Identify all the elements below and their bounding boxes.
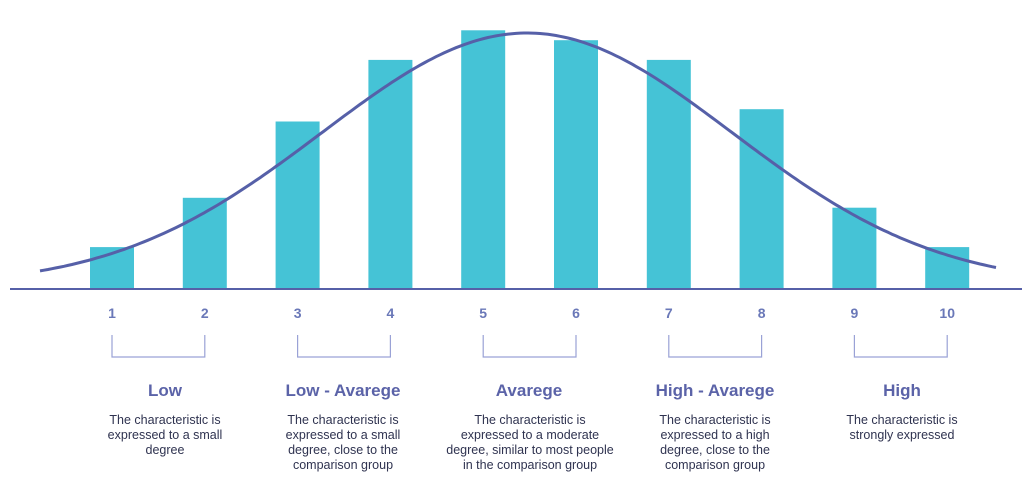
group-brackets [111, 335, 948, 358]
tick-label-2: 2 [201, 305, 209, 321]
group-high-average: High - Avarege The characteristic is exp… [630, 381, 800, 473]
tick-label-5: 5 [479, 305, 487, 321]
group-title-high: High [883, 381, 921, 400]
group-high: High The characteristic is strongly expr… [817, 381, 987, 443]
group-low: Low The characteristic is expressed to a… [80, 381, 250, 458]
group-description-low: The characteristic is expressed to a sma… [107, 413, 223, 457]
tick-labels: 1 2 3 4 5 6 7 8 9 10 [108, 305, 955, 321]
group-title-high-average: High - Avarege [655, 381, 775, 400]
group-low-average: Low - Avarege The characteristic is expr… [258, 381, 428, 473]
bar-7 [646, 59, 691, 290]
tick-label-9: 9 [851, 305, 859, 321]
group-title-low-average: Low - Avarege [285, 381, 401, 400]
tick-label-10: 10 [939, 305, 955, 321]
tick-label-7: 7 [665, 305, 673, 321]
bar-10 [925, 247, 970, 289]
group-description-average: The characteristic is expressed to a mod… [446, 413, 614, 472]
group-description-high: The characteristic is strongly expressed [846, 413, 958, 442]
bracket-1 [111, 335, 206, 358]
bar-4 [368, 59, 413, 290]
group-title-average: Avarege [495, 381, 563, 400]
bracket-2 [297, 335, 391, 358]
bracket-5 [853, 335, 948, 358]
tick-label-4: 4 [387, 305, 395, 321]
bracket-4 [668, 335, 763, 358]
tick-label-8: 8 [758, 305, 766, 321]
bar-3 [275, 121, 320, 289]
tick-label-3: 3 [294, 305, 302, 321]
tick-label-1: 1 [108, 305, 116, 321]
group-title-low: Low [148, 381, 182, 400]
bracket-3 [482, 335, 577, 358]
bell-curve [39, 31, 997, 273]
group-description-low-average: The characteristic is expressed to a sma… [285, 413, 401, 472]
bar-5 [461, 30, 506, 290]
bar-9 [832, 207, 877, 289]
group-average: Avarege The characteristic is expressed … [444, 381, 614, 473]
bar-8 [739, 109, 784, 289]
group-description-high-average: The characteristic is expressed to a hig… [659, 413, 771, 472]
bar-6 [554, 40, 598, 290]
bars-layer [90, 30, 970, 290]
tick-label-6: 6 [572, 305, 580, 321]
